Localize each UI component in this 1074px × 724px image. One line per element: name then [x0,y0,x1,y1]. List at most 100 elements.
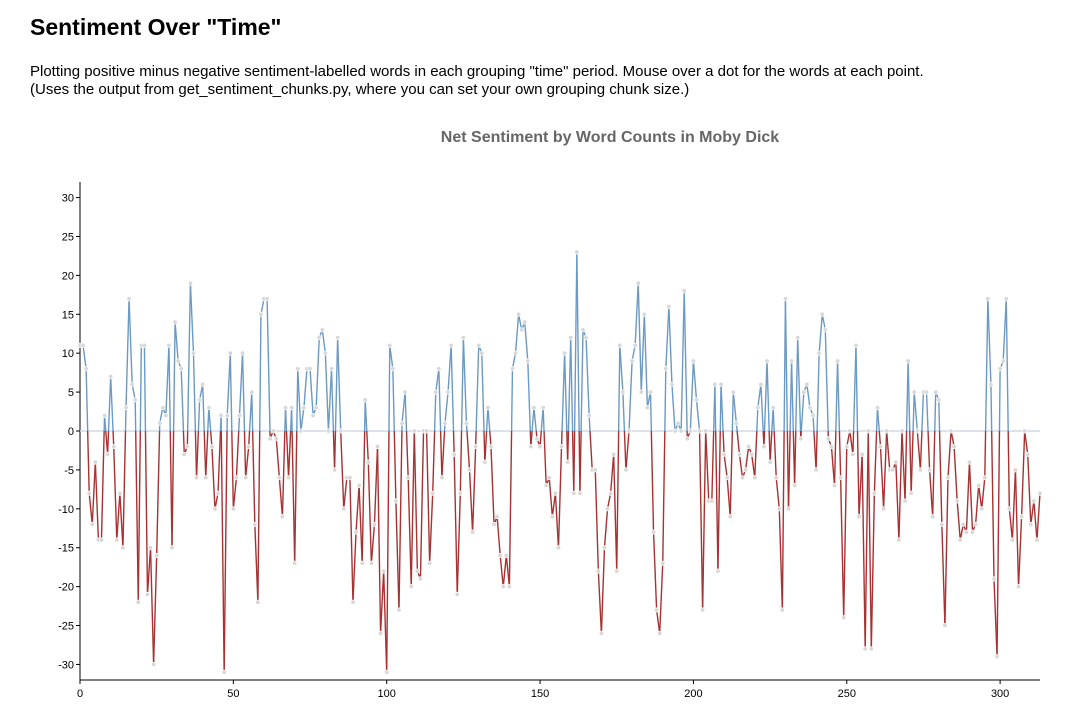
data-point[interactable]: 118: -6 [439,475,445,481]
data-point[interactable]: 77: 3 [313,405,319,411]
data-point[interactable]: 182: 19 [635,280,641,286]
data-point[interactable]: 72: 0 [298,428,304,434]
data-point[interactable]: 108: -20 [408,584,414,590]
data-point[interactable]: 28: 2 [163,412,169,418]
data-point[interactable]: 278: -11 [930,514,936,520]
data-point[interactable]: 303: -10 [1006,506,1012,512]
data-point[interactable]: 166: 2 [586,412,592,418]
data-point[interactable]: 242: 15 [819,311,825,317]
data-point[interactable]: 137: -16 [497,552,503,558]
data-point[interactable]: 18: 4 [132,397,138,403]
data-point[interactable]: 270: 9 [905,358,911,364]
data-point[interactable]: 121: 11 [448,342,454,348]
data-point[interactable]: 215: -3 [736,451,742,457]
data-point[interactable]: 287: -14 [957,537,963,543]
data-point[interactable]: 90: -13 [353,529,359,535]
data-point[interactable]: 144: 13 [519,327,525,333]
data-point[interactable]: 269: -9 [902,498,908,504]
data-point[interactable]: 57: -12 [252,521,258,527]
data-point[interactable]: 312: -14 [1034,537,1040,543]
data-point[interactable]: 236: 5 [801,389,807,395]
data-point[interactable]: 247: 9 [835,358,841,364]
data-point[interactable]: 231: -10 [785,506,791,512]
data-point[interactable]: 148: 3 [531,405,537,411]
data-point[interactable]: 285: -2 [951,444,957,450]
data-point[interactable]: 272: 5 [911,389,917,395]
data-point[interactable]: 126: 1 [463,420,469,426]
data-point[interactable]: 27: 3 [160,405,166,411]
data-point[interactable]: 232: 9 [789,358,795,364]
data-point[interactable]: 145: 14 [522,319,528,325]
data-point[interactable]: 299: -29 [994,654,1000,660]
data-point[interactable]: 125: 12 [460,335,466,341]
data-point[interactable]: 251: 0 [847,428,853,434]
data-point[interactable]: 201: 4 [693,397,699,403]
data-point[interactable]: 84: 12 [335,335,341,341]
data-point[interactable]: 1: 11 [80,342,86,348]
data-point[interactable]: 99: -18 [381,568,387,574]
data-point[interactable]: 309: -3 [1025,451,1031,457]
data-point[interactable]: 280: 4 [936,397,942,403]
data-point[interactable]: 151: 3 [540,405,546,411]
data-point[interactable]: 38: -6 [194,475,200,481]
data-point[interactable]: 252: -3 [850,451,856,457]
data-point[interactable]: 44: -10 [212,506,218,512]
data-point[interactable]: 11: -2 [111,444,117,450]
data-point[interactable]: 213: 5 [730,389,736,395]
data-point[interactable]: 254: -11 [856,514,862,520]
data-point[interactable]: 131: 10 [479,350,485,356]
data-point[interactable]: 199: 0 [687,428,693,434]
data-point[interactable]: 185: 3 [644,405,650,411]
data-point[interactable]: 63: 0 [270,428,276,434]
data-point[interactable]: 229: -23 [779,607,785,613]
data-point[interactable]: 300: 8 [997,366,1003,372]
data-point[interactable]: 256: -28 [862,646,868,652]
data-point[interactable]: 220: -6 [752,475,758,481]
data-point[interactable]: 298: -19 [991,576,997,582]
data-point[interactable]: 153: -6 [546,475,552,481]
data-point[interactable]: 245: -2 [828,444,834,450]
data-point[interactable]: 246: -7 [832,482,838,488]
data-point[interactable]: 141: 8 [509,366,515,372]
data-point[interactable]: 294: -10 [979,506,985,512]
data-point[interactable]: 233: -7 [792,482,798,488]
data-point[interactable]: 170: -26 [598,630,604,636]
data-point[interactable]: 186: 5 [647,389,653,395]
data-point[interactable]: 283: -6 [945,475,951,481]
data-point[interactable]: 163: -8 [577,490,583,496]
data-point[interactable]: 200: 9 [690,358,696,364]
data-point[interactable]: 109: 0 [411,428,417,434]
data-point[interactable]: 291: -13 [970,529,976,535]
data-point[interactable]: 41: -6 [203,475,209,481]
data-point[interactable]: 184: 15 [641,311,647,317]
data-point[interactable]: 174: -3 [611,451,617,457]
data-point[interactable]: 219: -3 [749,451,755,457]
data-point[interactable]: 239: 2 [810,412,816,418]
data-point[interactable]: 276: 5 [924,389,930,395]
data-point[interactable]: 122: -3 [451,451,457,457]
data-point[interactable]: 69: 3 [289,405,295,411]
data-point[interactable]: 207: 6 [712,381,718,387]
data-point[interactable]: 284: 0 [948,428,954,434]
data-point[interactable]: 308: 0 [1022,428,1028,434]
data-point[interactable]: 117: 8 [436,366,442,372]
data-point[interactable]: 271: -8 [908,490,914,496]
data-point[interactable]: 32: 9 [175,358,181,364]
data-point[interactable]: 105: 1 [399,420,405,426]
data-point[interactable]: 169: -18 [595,568,601,574]
data-point[interactable]: 261: -2 [878,444,884,450]
data-point[interactable]: 89: -22 [350,599,356,605]
data-point[interactable]: 305: -5 [1012,467,1018,473]
data-point[interactable]: 230: 17 [782,296,788,302]
data-point[interactable]: 134: -2 [488,444,494,450]
data-point[interactable]: 78: 12 [316,335,322,341]
data-point[interactable]: 266: -4 [893,459,899,465]
data-point[interactable]: 243: 13 [822,327,828,333]
data-point[interactable]: 171: -15 [601,545,607,551]
data-point[interactable]: 71: 8 [295,366,301,372]
data-point[interactable]: 132: -4 [482,459,488,465]
data-point[interactable]: 224: 9 [764,358,770,364]
data-point[interactable]: 237: 6 [804,381,810,387]
data-point[interactable]: 33: 8 [178,366,184,372]
data-point[interactable]: 304: -14 [1009,537,1015,543]
